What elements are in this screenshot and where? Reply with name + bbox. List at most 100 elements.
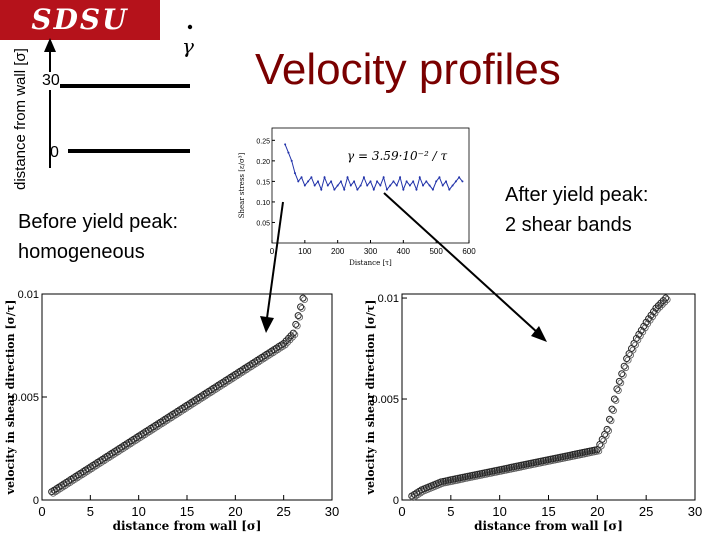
y-tick-label: 0.20 [256,159,270,166]
stress-point [389,184,392,187]
stress-point [415,188,418,191]
y-axis-label: velocity in shear direction [σ/τ] [364,300,377,496]
data-point [286,336,294,344]
inset-frame [271,127,470,244]
data-point [658,301,666,308]
x-tick-label: 30 [325,504,339,519]
stress-point [356,188,359,191]
stress-point [336,184,339,187]
x-axis-label: distance from wall [σ] [474,519,623,533]
data-point [297,303,305,311]
data-point [293,322,301,330]
shear-rate-dot [187,24,193,30]
y-tick-label: 0.01 [378,293,399,305]
x-axis-label: distance from wall [σ] [113,519,262,533]
y-tick-label: 0 [393,495,399,507]
stress-point [366,184,369,187]
stress-point [284,143,287,146]
x-tick-label: 100 [298,247,312,256]
data-point [292,320,300,328]
stress-chart: 0 100 200 300 400 500 600 0.05 0.10 0.15 0.20 0.25 D… [238,127,476,267]
stress-point [451,184,454,187]
x-tick-label: 500 [429,247,443,256]
stress-point [330,180,333,183]
y-tick-label: 0.005 [371,394,399,406]
stress-point [399,176,402,179]
plot-frame [401,293,696,501]
data-point [294,312,302,320]
data-point [298,304,306,312]
x-tick-label: 25 [639,504,653,519]
velocity-profile-before: 0 5 10 15 20 25 30 0 0.005 0.01 distance from wall… [4,289,339,533]
stress-point [461,180,464,183]
stress-point [326,184,329,187]
stress-point [422,184,425,187]
data-point [610,395,618,403]
x-tick-label: 5 [447,504,454,519]
data-point [618,370,626,378]
stress-point [310,176,313,179]
stress-point [303,184,306,187]
data-point [603,425,611,433]
stress-point [448,188,451,191]
stress-point [412,180,415,183]
stress-point [320,188,323,191]
y-tick-label: 0.25 [256,138,270,145]
stress-point [385,188,388,191]
stress-point [307,180,310,183]
stress-point [372,188,375,191]
data-point [617,379,625,387]
stress-point [339,180,342,183]
schematic-label-0: 0 [50,144,59,161]
data-point [651,309,659,317]
data-point [642,318,650,326]
stress-point [438,176,441,179]
stress-point [418,176,421,179]
schematic-ylabel: distance from wall [σ] [12,48,29,190]
stress-point [402,188,405,191]
data-point [663,296,671,303]
shear-rate-annotation: γ = 3.59·10⁻² / τ [347,149,447,163]
stress-point [333,188,336,191]
x-tick-label: 15 [541,504,555,519]
stress-point [458,176,461,179]
x-tick-label: 5 [87,504,94,519]
y-tick-label: 0 [33,495,39,507]
x-tick-label: 300 [364,247,378,256]
stress-point [392,180,395,183]
stress-point [376,180,379,183]
data-point [620,362,628,370]
x-tick-label: 25 [276,504,290,519]
data-point [301,296,308,304]
stress-point [435,180,438,183]
data-point [647,311,655,319]
stress-point [428,184,431,187]
data-point [291,331,299,339]
annotation-after-line1: After yield peak: [505,184,649,206]
x-tick-label: 400 [397,247,411,256]
annotation-before-line2: homogeneous [18,241,145,263]
data-point [614,387,622,394]
data-point [654,306,661,314]
velocity-profile-after: 0 5 10 15 20 25 30 0 0.005 0.01 distance from wall… [364,293,702,533]
stress-point [405,180,408,183]
annotation-before: Before yield peak: homogeneous [18,207,228,267]
stress-point [441,184,444,187]
x-tick-label: 0 [38,504,45,519]
data-point [661,298,669,306]
y-axis-label: Shear stress [ε/σ³] [238,152,246,218]
data-point [662,294,670,302]
y-tick-label: 0.05 [256,220,270,227]
data-point [656,303,664,311]
data-point [289,333,296,341]
x-tick-label: 0 [398,504,405,519]
x-tick-label: 15 [180,504,194,519]
annotation-after: After yield peak: 2 shear bands [505,180,705,240]
data-point [605,427,613,435]
data-point [615,377,623,385]
data-point [606,415,614,423]
data-point [613,385,621,393]
annotation-after-line2: 2 shear bands [505,214,632,236]
shear-rate-symbol: γ [182,34,194,58]
stress-point [346,176,349,179]
